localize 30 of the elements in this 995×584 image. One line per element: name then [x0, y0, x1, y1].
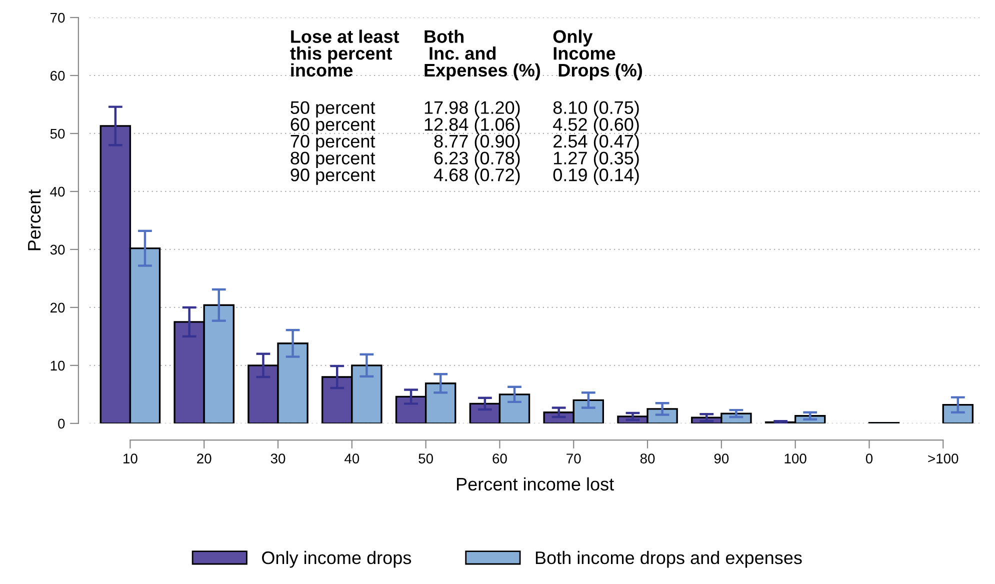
x-tick-label: 90	[714, 454, 729, 464]
y-tick-label: 50	[50, 128, 65, 139]
x-tick-label: 0	[866, 454, 873, 464]
x-tick-label: 20	[197, 454, 212, 464]
y-tick-label: 30	[50, 244, 65, 255]
legend-label: Only income drops	[262, 550, 412, 568]
y-tick-label: 40	[50, 186, 65, 197]
x-axis-title: Percent income lost	[457, 477, 614, 491]
x-tick-label: >100	[928, 454, 958, 464]
x-tick-label: 50	[418, 454, 433, 464]
y-axis-title: Percent	[28, 189, 41, 250]
annotation: 17.98 (1.20) 12.84 (1.06) 8.77 (0.90) 6.23 (0.78) 4.68 (0.72)	[424, 100, 520, 185]
annotation: Only Income Drops (%)	[553, 30, 642, 80]
x-tick-label: 10	[124, 454, 138, 464]
x-tick-label: 80	[640, 454, 655, 464]
y-tick-label: 60	[50, 70, 65, 81]
x-tick-label: 70	[566, 454, 581, 464]
annotation: Both Inc. and Expenses (%)	[424, 30, 540, 80]
y-tick-label: 10	[50, 360, 65, 371]
x-tick-label: 40	[344, 454, 360, 464]
x-tick-label: 100	[784, 454, 806, 464]
x-tick-label: 30	[270, 454, 286, 464]
annotation: 50 percent 60 percent 70 percent 80 percent 90 percent	[290, 101, 376, 185]
y-tick-label: 70	[50, 12, 65, 23]
y-tick-label: 20	[50, 302, 65, 313]
y-tick-label: 0	[58, 418, 65, 429]
annotation: 8.10 (0.75) 4.52 (0.60) 2.54 (0.47) 1.27 (0.35) 0.19 (0.14)	[553, 100, 639, 185]
annotation: Lose at least this percent income	[290, 30, 400, 77]
x-tick-label: 60	[492, 454, 507, 464]
legend-label: Both income drops and expenses	[536, 550, 802, 568]
